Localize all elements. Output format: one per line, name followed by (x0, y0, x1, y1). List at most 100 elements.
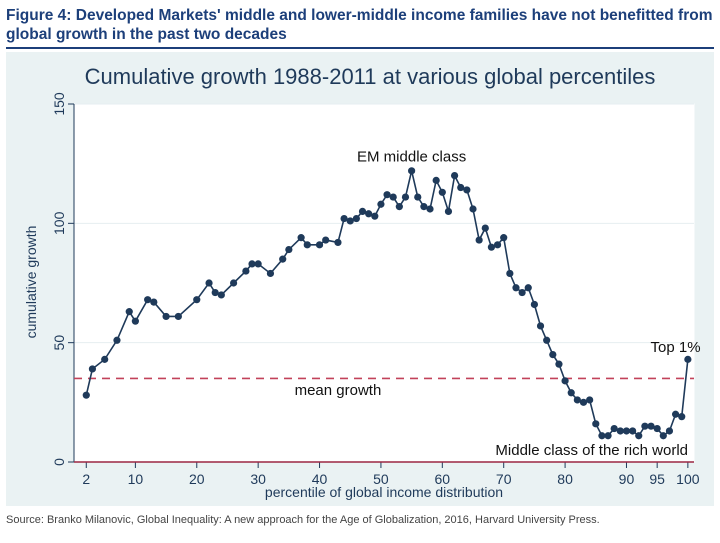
annotations: EM middle class Top 1% mean growth Middle c… (295, 148, 701, 459)
data-point (543, 336, 551, 344)
data-point (346, 217, 354, 225)
data-point (500, 234, 508, 242)
y-tick-label: 50 (51, 335, 67, 351)
data-point (297, 234, 305, 242)
data-point (395, 203, 403, 211)
data-point (665, 427, 674, 435)
y-tick-label: 0 (51, 458, 67, 466)
data-point (174, 312, 182, 321)
data-point (389, 193, 397, 201)
data-point (408, 167, 416, 175)
data-point (113, 336, 121, 344)
x-tick-label: 95 (649, 471, 665, 487)
data-point (217, 291, 225, 299)
axes: 0 50 100 150 2 10 20 30 40 50 60 70 80 90 95 100 (51, 92, 700, 487)
data-point (671, 410, 680, 418)
x-tick-label: 80 (557, 471, 573, 487)
data-point (358, 207, 367, 215)
data-point (432, 176, 440, 184)
data-point (604, 432, 612, 440)
data-point (586, 396, 594, 404)
data-point (622, 427, 631, 435)
data-point (567, 389, 575, 397)
data-point (573, 396, 581, 404)
data-point (426, 205, 434, 213)
x-tick-label: 60 (435, 471, 451, 487)
x-tick-label: 30 (250, 471, 266, 487)
data-point (579, 398, 588, 406)
data-point (377, 200, 385, 208)
x-axis-label: percentile of global income distribution (265, 484, 503, 500)
data-point (438, 188, 446, 196)
data-point (635, 432, 643, 440)
x-tick-label: 40 (312, 471, 328, 487)
annotation-label: mean growth (295, 382, 382, 399)
data-point (383, 191, 391, 199)
reference-lines (74, 377, 694, 463)
y-tick-label: 100 (51, 211, 67, 235)
data-point (524, 284, 532, 292)
data-point (303, 241, 311, 249)
data-point (493, 241, 502, 249)
data-point (211, 288, 219, 297)
x-tick-label: 20 (189, 471, 205, 487)
data-point (365, 210, 373, 218)
data-point (512, 284, 520, 292)
annotation-label: EM middle class (357, 148, 466, 165)
data-point (647, 422, 655, 430)
data-point (144, 296, 152, 304)
data-point (592, 420, 600, 428)
data-point (315, 241, 324, 249)
data-point (684, 355, 692, 363)
data-point (401, 193, 410, 201)
data-point (371, 212, 379, 220)
figure-title: Figure 4: Developed Markets' middle and … (6, 7, 713, 43)
title-rule (6, 47, 714, 49)
data-point (352, 214, 360, 223)
data-point (469, 205, 477, 213)
data-point (88, 365, 97, 373)
x-tick-label: 50 (373, 471, 389, 487)
data-point (598, 432, 606, 440)
data-point (457, 183, 465, 192)
data-point (230, 279, 238, 287)
data-point (475, 236, 483, 244)
data-point (82, 391, 90, 399)
data-point (414, 193, 422, 201)
data-point (678, 413, 686, 421)
series-group (82, 167, 692, 440)
data-point (506, 269, 514, 278)
data-point (279, 255, 287, 263)
data-point (248, 260, 256, 268)
x-tick-label: 90 (619, 471, 635, 487)
data-point (340, 214, 348, 223)
data-point (242, 267, 250, 275)
y-tick-label: 150 (51, 92, 67, 116)
chart-svg: Cumulative growth 1988-2011 at various g… (23, 64, 701, 500)
data-point (285, 245, 293, 254)
data-point (653, 424, 661, 433)
data-point (322, 236, 330, 244)
data-point (131, 317, 139, 325)
data-point (518, 288, 526, 297)
data-point (561, 377, 569, 385)
annotation-label: Top 1% (651, 339, 701, 356)
data-point (266, 269, 275, 278)
data-point (254, 260, 262, 268)
data-point (487, 243, 496, 251)
data-point (334, 238, 342, 247)
data-point (463, 186, 471, 194)
data-point (193, 296, 201, 304)
data-point (444, 207, 453, 215)
data-point (125, 308, 133, 316)
x-tick-label: 100 (676, 471, 700, 487)
x-tick-label: 70 (496, 471, 512, 487)
data-point (530, 300, 538, 309)
source-note: Source: Branko Milanovic, Global Inequal… (6, 514, 600, 526)
data-point (205, 279, 213, 287)
data-point (536, 322, 545, 330)
data-point (450, 172, 459, 180)
chart-title: Cumulative growth 1988-2011 at various g… (85, 64, 656, 89)
annotation-label: Middle class of the rich world (495, 442, 688, 459)
y-axis-label: cumulative growth (23, 226, 39, 339)
